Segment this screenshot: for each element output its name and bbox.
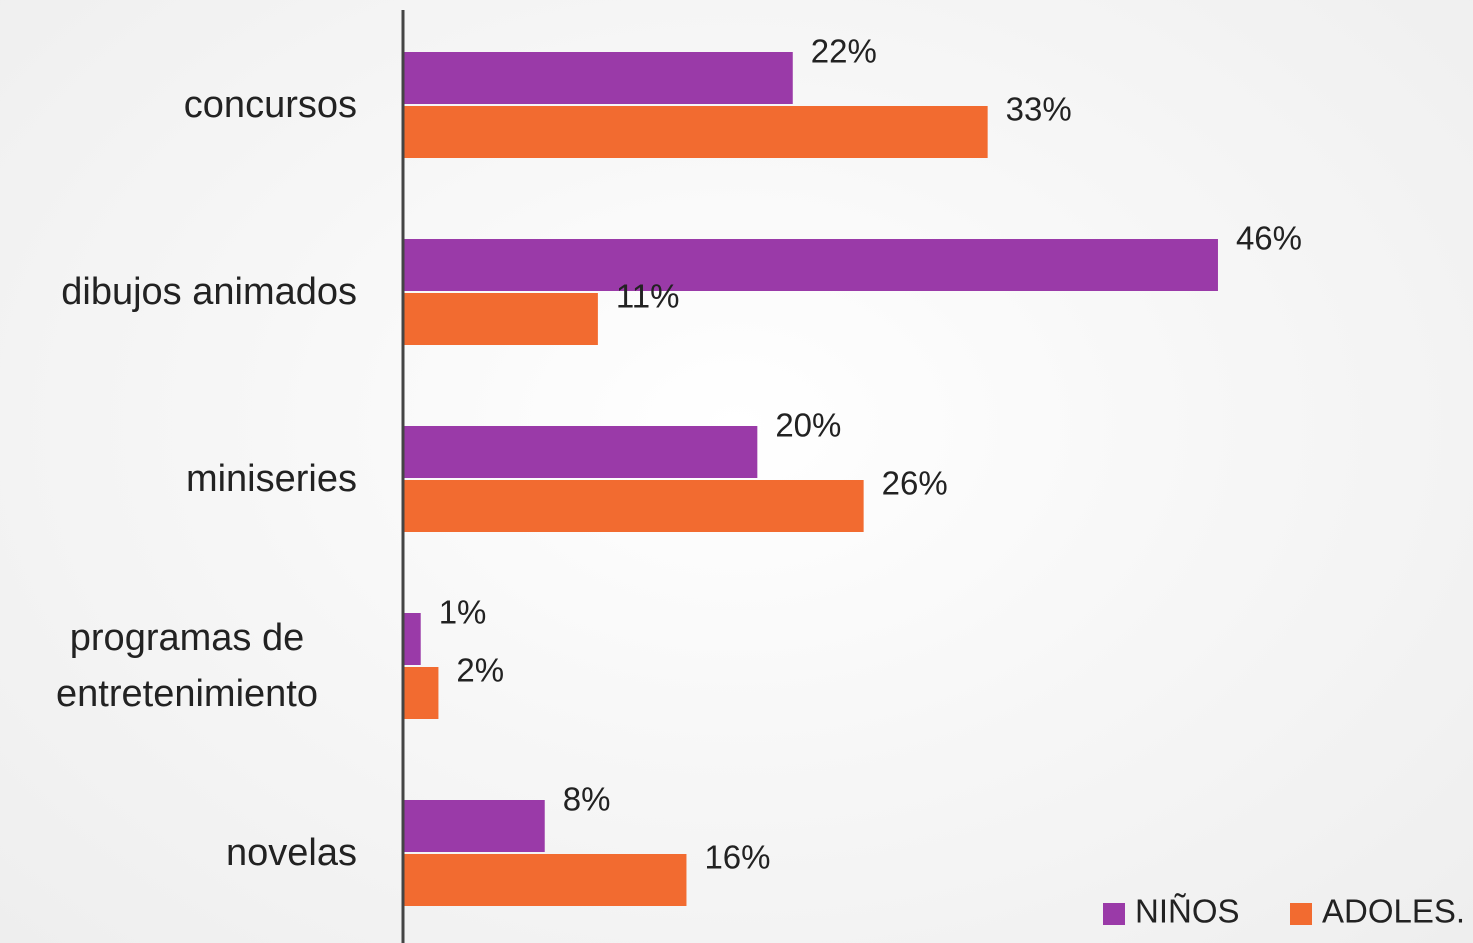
data-label: 33% [1006,91,1072,128]
bar [403,293,598,345]
bar [403,239,1218,291]
bar [403,854,687,906]
bar [403,106,988,158]
data-label: 2% [456,652,504,689]
bar [403,426,758,478]
legend-swatch [1103,903,1125,925]
data-label: 8% [563,781,611,818]
data-label: 46% [1236,220,1302,257]
legend-label: ADOLES. [1322,893,1465,930]
category-label: dibujos animados [61,271,357,313]
data-label: 26% [882,465,948,502]
data-label: 22% [811,33,877,70]
bar [403,667,439,719]
data-label: 16% [704,839,770,876]
bar [403,800,545,852]
category-label: concursos [183,84,357,126]
category-label: novelas [226,832,357,874]
category-label: miniseries [185,458,357,500]
legend-label: NIÑOS [1135,893,1240,930]
bar [403,52,793,104]
data-label: 20% [775,407,841,444]
legend-swatch [1290,903,1312,925]
bar [403,613,421,665]
data-label: 1% [439,594,487,631]
category-label: programas de entretenimiento [56,617,318,715]
bar [403,480,864,532]
data-label: 11% [616,278,680,315]
